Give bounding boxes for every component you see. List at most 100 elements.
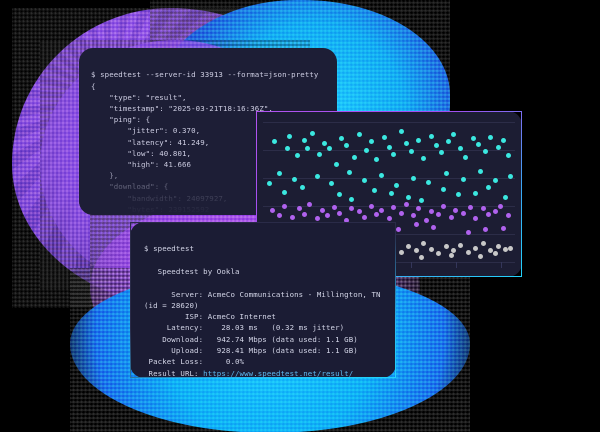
chart-data-point-latency	[421, 241, 427, 247]
chart-gridline	[263, 122, 515, 123]
chart-data-point-download	[443, 171, 449, 177]
chart-data-point-latency	[480, 241, 486, 247]
chart-data-point-latency	[443, 244, 449, 250]
chart-data-point-upload	[396, 227, 402, 233]
chart-data-point-download	[403, 140, 409, 146]
chart-axis-tick	[456, 262, 458, 268]
chart-data-point-latency	[458, 242, 464, 248]
chart-data-point-latency	[418, 255, 424, 261]
chart-data-point-upload	[483, 227, 489, 233]
chart-data-point-download	[326, 146, 332, 152]
chart-data-point-download	[406, 195, 412, 201]
chart-data-point-download	[495, 144, 501, 150]
chart-data-point-upload	[297, 206, 303, 212]
chart-data-point-upload	[289, 214, 295, 220]
chart-data-point-download	[379, 172, 385, 178]
chart-data-point-upload	[361, 214, 367, 220]
chart-gridline	[263, 206, 515, 207]
chart-data-point-download	[386, 144, 392, 150]
chart-data-point-download	[505, 153, 511, 159]
chart-data-point-upload	[413, 221, 419, 227]
chart-data-point-download	[391, 151, 397, 157]
chart-data-point-upload	[398, 210, 404, 216]
chart-data-point-upload	[428, 209, 434, 215]
chart-data-point-download	[339, 136, 345, 142]
chart-data-point-latency	[398, 249, 404, 255]
chart-data-point-latency	[508, 245, 514, 251]
chart-data-point-download	[284, 146, 290, 152]
chart-data-point-upload	[448, 214, 454, 220]
chart-data-point-download	[416, 137, 422, 143]
chart-data-point-latency	[428, 246, 434, 252]
chart-data-point-download	[272, 139, 278, 145]
chart-data-point-download	[441, 186, 447, 192]
chart-data-point-upload	[269, 207, 275, 213]
chart-data-point-upload	[403, 202, 409, 208]
chart-data-point-upload	[411, 213, 417, 219]
chart-data-point-upload	[473, 216, 479, 222]
chart-data-point-download	[374, 157, 380, 163]
chart-data-point-upload	[465, 230, 471, 236]
chart-data-point-upload	[344, 217, 350, 223]
chart-data-point-upload	[386, 216, 392, 222]
chart-data-point-download	[329, 181, 335, 187]
chart-data-point-download	[393, 182, 399, 188]
chart-data-point-upload	[485, 211, 491, 217]
chart-data-point-upload	[441, 203, 447, 209]
chart-data-point-download	[475, 141, 481, 147]
chart-data-point-upload	[349, 206, 355, 212]
chart-data-point-download	[503, 195, 509, 201]
chart-data-point-download	[493, 178, 499, 184]
chart-data-point-download	[458, 146, 464, 152]
chart-data-point-upload	[500, 225, 506, 231]
chart-data-point-download	[478, 168, 484, 174]
chart-data-point-download	[473, 190, 479, 196]
chart-data-point-download	[381, 134, 387, 140]
chart-data-point-latency	[413, 248, 419, 254]
chart-data-point-download	[346, 169, 352, 175]
chart-data-point-latency	[465, 249, 471, 255]
chart-data-point-download	[361, 178, 367, 184]
chart-data-point-download	[500, 137, 506, 143]
chart-data-point-download	[388, 190, 394, 196]
chart-data-point-download	[292, 176, 298, 182]
chart-data-point-upload	[493, 209, 499, 215]
chart-data-point-latency	[473, 245, 479, 251]
chart-data-point-upload	[314, 216, 320, 222]
chart-data-point-download	[428, 133, 434, 139]
chart-data-point-upload	[331, 204, 337, 210]
chart-data-point-latency	[488, 248, 494, 254]
chart-data-point-upload	[374, 211, 380, 217]
chart-data-point-download	[336, 192, 342, 198]
chart-data-point-upload	[277, 213, 283, 219]
chart-data-point-download	[460, 176, 466, 182]
chart-data-point-upload	[453, 207, 459, 213]
chart-data-point-download	[418, 197, 424, 203]
chart-data-point-download	[508, 174, 514, 180]
result-url-link[interactable]: https://www.speedtest.net/result/ c/2d74…	[203, 368, 354, 378]
chart-data-point-upload	[336, 210, 342, 216]
chart-data-point-upload	[302, 211, 308, 217]
chart-data-point-download	[426, 179, 432, 185]
chart-data-point-download	[364, 147, 370, 153]
chart-data-point-download	[344, 143, 350, 149]
chart-data-point-download	[277, 171, 283, 177]
chart-data-point-download	[309, 130, 315, 136]
result-terminal-panel: $ speedtest Speedtest by Ookla Server: A…	[130, 222, 396, 378]
chart-data-point-upload	[460, 210, 466, 216]
chart-data-point-download	[483, 148, 489, 154]
chart-data-point-download	[317, 151, 323, 157]
chart-data-point-download	[351, 154, 357, 160]
chart-data-point-download	[463, 154, 469, 160]
chart-data-point-upload	[431, 224, 437, 230]
chart-data-point-download	[356, 132, 362, 138]
chart-axis-tick	[501, 262, 502, 268]
chart-gridline	[263, 178, 515, 179]
chart-data-point-download	[287, 133, 293, 139]
chart-data-point-upload	[379, 207, 385, 213]
chart-data-point-download	[282, 189, 288, 195]
chart-data-point-download	[294, 153, 300, 159]
chart-data-point-upload	[307, 202, 313, 208]
chart-data-point-latency	[450, 248, 456, 254]
chart-data-point-latency	[495, 244, 501, 250]
